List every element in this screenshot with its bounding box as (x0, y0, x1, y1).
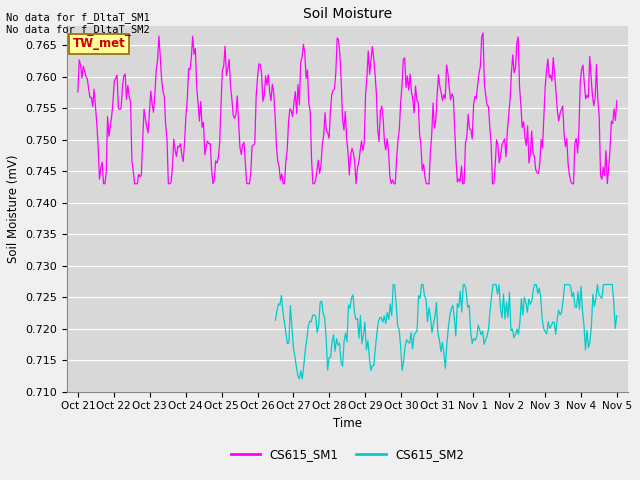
Title: Soil Moisture: Soil Moisture (303, 7, 392, 21)
Text: No data for f_DltaT_SM1: No data for f_DltaT_SM1 (6, 12, 150, 23)
Legend: CS615_SM1, CS615_SM2: CS615_SM1, CS615_SM2 (226, 444, 468, 466)
X-axis label: Time: Time (333, 417, 362, 430)
Y-axis label: Soil Moisture (mV): Soil Moisture (mV) (7, 155, 20, 263)
Text: No data for f_DltaT_SM2: No data for f_DltaT_SM2 (6, 24, 150, 35)
Text: TW_met: TW_met (73, 37, 125, 50)
